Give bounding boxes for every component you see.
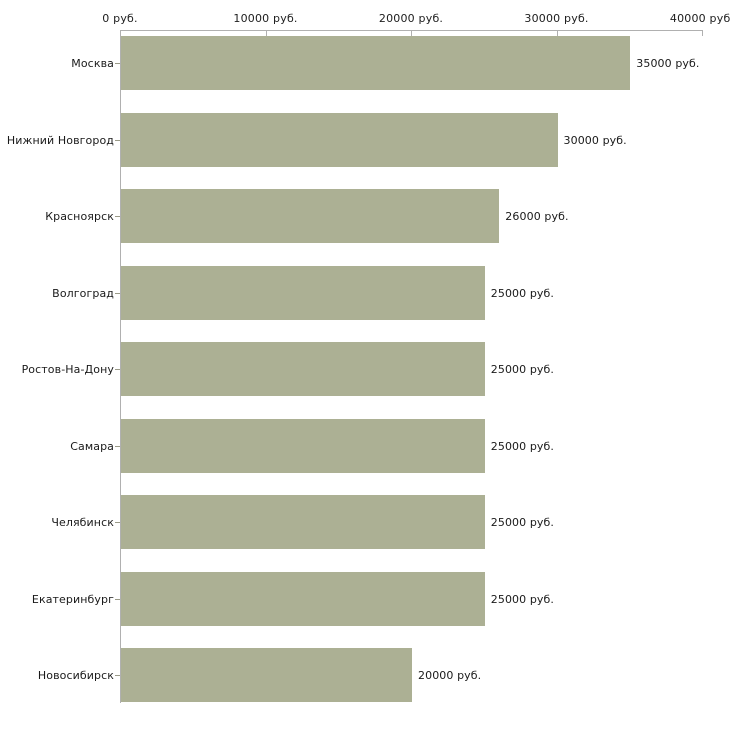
y-axis-tick <box>115 598 120 600</box>
x-axis-tick-label: 40000 руб. <box>669 12 730 25</box>
bar-value-label: 25000 руб. <box>490 516 555 529</box>
x-axis-tick <box>265 30 267 36</box>
x-axis-tick-label: 20000 руб. <box>378 12 444 25</box>
x-axis-tick-label: 0 руб. <box>102 12 138 25</box>
bar-value-label: 25000 руб. <box>490 363 555 376</box>
y-axis-tick <box>115 369 120 370</box>
bar[interactable] <box>121 112 558 167</box>
bar[interactable] <box>121 648 412 702</box>
category-label: Челябинск <box>51 516 114 529</box>
bar-value-label: 35000 руб. <box>636 57 700 70</box>
x-axis-tick-label: 30000 руб. <box>524 12 589 25</box>
bar[interactable] <box>121 495 485 549</box>
y-axis-tick <box>115 292 120 294</box>
bar[interactable] <box>121 418 485 473</box>
x-axis-tick <box>556 30 558 36</box>
y-axis-tick <box>115 522 120 523</box>
x-axis-tick <box>702 30 703 36</box>
bar-value-label: 30000 руб. <box>563 133 627 147</box>
bar-value-label: 26000 руб. <box>505 210 569 223</box>
bar-value-label: 25000 руб. <box>490 439 555 453</box>
category-label: Волгоград <box>52 286 114 300</box>
category-label: Нижний Новгород <box>6 133 114 147</box>
category-label: Новосибирск <box>37 669 114 682</box>
bar-value-label: 25000 руб. <box>490 592 555 606</box>
y-axis-tick <box>115 675 120 676</box>
category-label: Ростов-На-Дону <box>21 363 114 376</box>
y-axis-line <box>120 31 121 703</box>
y-axis-tick <box>115 445 120 447</box>
y-axis-tick <box>115 216 120 217</box>
bar[interactable] <box>121 189 500 243</box>
y-axis-tick <box>115 63 120 64</box>
category-label: Самара <box>70 439 114 453</box>
category-label: Москва <box>71 57 114 70</box>
bar[interactable] <box>121 265 485 320</box>
y-axis-tick <box>115 139 120 141</box>
category-label: Екатеринбург <box>31 592 114 606</box>
bar[interactable] <box>121 342 485 396</box>
bar-value-label: 25000 руб. <box>490 286 555 300</box>
bar-value-label: 20000 руб. <box>418 669 482 682</box>
category-label: Красноярск <box>45 210 114 223</box>
bar[interactable] <box>121 571 485 626</box>
x-axis-tick <box>411 30 412 36</box>
bar[interactable] <box>121 36 631 90</box>
x-axis-tick-label: 10000 руб. <box>233 12 298 25</box>
